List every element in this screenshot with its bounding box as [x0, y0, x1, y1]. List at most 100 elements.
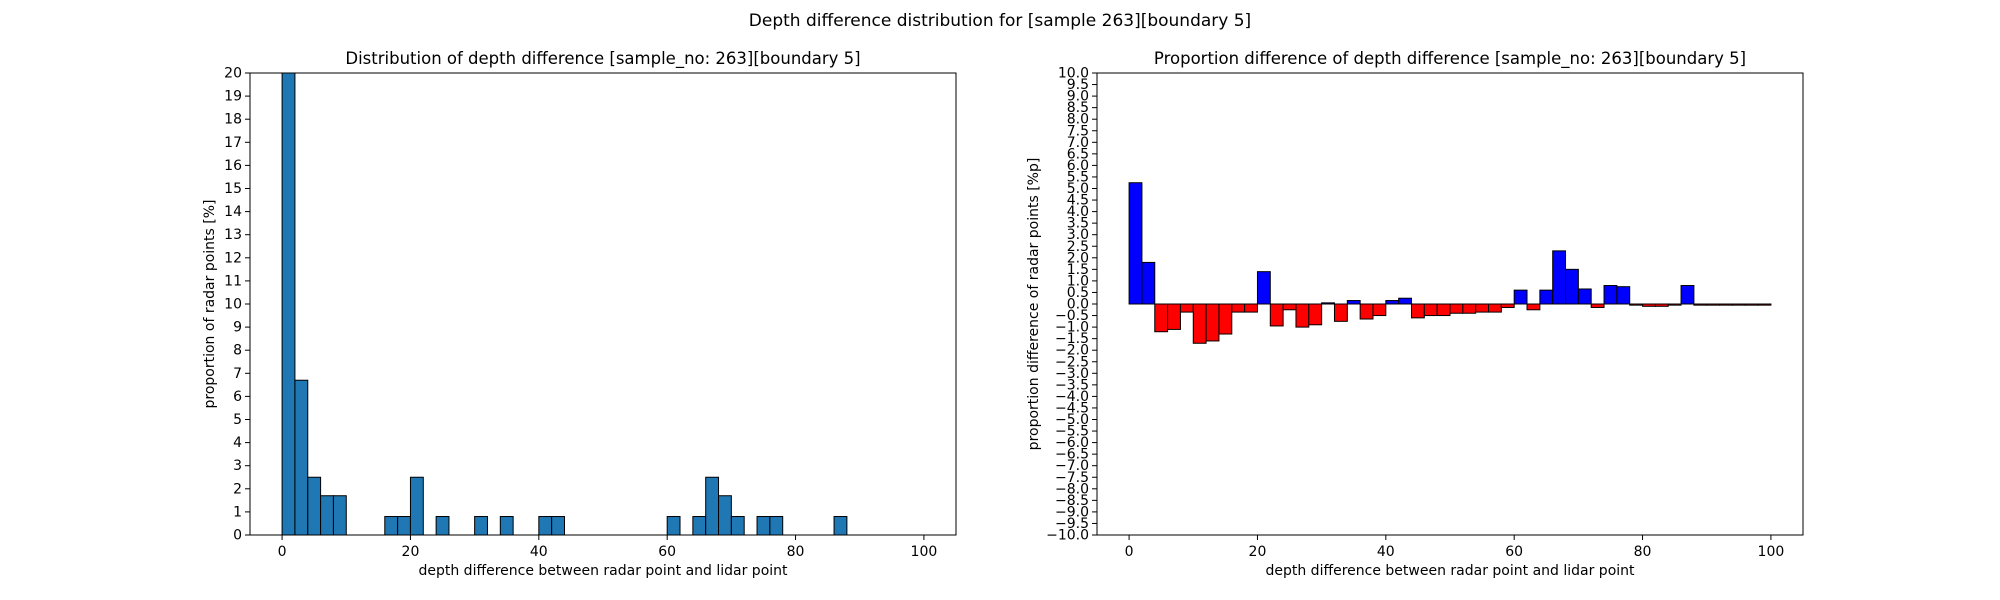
left-chart-y-tick-label: 19: [224, 89, 242, 105]
right-chart-bar: [1346, 300, 1361, 305]
right-chart-bar: [1333, 303, 1348, 322]
left-chart-y-label: proportion of radar points [%]: [202, 199, 218, 408]
right-chart-y-tick-label: −2.5: [1055, 354, 1089, 370]
right-chart-bar: [1539, 289, 1554, 305]
left-chart-bar: [756, 516, 771, 535]
left-chart-y-tick-label: 20: [224, 66, 242, 82]
right-chart-bar: [1744, 303, 1759, 306]
right-chart-y-label: proportion difference of radar points [%…: [1026, 158, 1042, 451]
left-chart-y-tick-label: 14: [224, 204, 242, 220]
left-chart-bar: [397, 516, 411, 535]
left-chart-y-tick-label: 5: [233, 412, 242, 428]
right-chart-bar: [1603, 285, 1618, 305]
right-chart-y-ticks: 10.09.59.08.58.07.57.06.56.05.55.04.54.0…: [1046, 66, 1097, 544]
left-chart-x-tick-label: 100: [911, 544, 938, 560]
right-chart-y-tick-label: 8.0: [1067, 112, 1089, 128]
right-chart-bar: [1642, 303, 1656, 307]
right-chart-y-tick-label: −3.0: [1055, 366, 1089, 382]
figure-suptitle: Depth difference distribution for [sampl…: [749, 11, 1251, 31]
right-chart-bar: [1629, 303, 1644, 306]
right-chart-bar: [1590, 303, 1605, 308]
right-chart-y-tick-label: 0.5: [1067, 285, 1089, 301]
right-chart-title: Proportion difference of depth differenc…: [1154, 49, 1746, 69]
left-chart-bar: [384, 516, 399, 535]
left-chart-y-tick-label: 2: [233, 481, 242, 497]
left-chart-y-tick-label: 6: [233, 389, 242, 405]
right-chart-bar: [1398, 297, 1412, 305]
left-chart-y-tick-label: 8: [233, 343, 242, 359]
right-chart-bar: [1565, 268, 1579, 305]
right-chart-y-tick-label: 9.5: [1067, 77, 1089, 93]
left-chart-bar: [666, 516, 681, 535]
right-chart-y-tick-label: −3.5: [1055, 377, 1089, 393]
right-chart-bar: [1436, 303, 1451, 317]
right-chart-bar: [1680, 285, 1695, 305]
right-chart-y-tick-label: 7.5: [1067, 123, 1089, 139]
left-chart-y-tick-label: 4: [233, 435, 242, 451]
right-chart-bar: [1449, 303, 1464, 314]
right-chart-bar: [1128, 182, 1143, 305]
right-chart-y-tick-label: 5.0: [1067, 181, 1089, 197]
right-chart-bar: [1359, 303, 1374, 320]
right-chart-bar: [1295, 303, 1310, 328]
right-chart-x-tick-label: 20: [1249, 544, 1267, 560]
right-chart-bar: [1256, 271, 1271, 305]
left-chart-x-tick-label: 40: [530, 544, 548, 560]
left-chart-y-tick-label: 9: [233, 320, 242, 336]
left-chart-bar: [769, 516, 784, 535]
right-chart-bar: [1308, 303, 1323, 326]
right-chart-y-tick-label: −7.0: [1055, 458, 1089, 474]
left-chart-y-tick-label: 7: [233, 366, 242, 382]
right-chart-bar: [1667, 303, 1682, 306]
right-chart-y-tick-label: −10.0: [1046, 528, 1089, 544]
left-chart-bar: [730, 516, 745, 535]
right-chart-bar: [1218, 303, 1233, 335]
left-chart-bar: [551, 516, 565, 535]
right-chart-y-tick-label: −1.0: [1055, 320, 1089, 336]
right-chart-bar: [1423, 303, 1438, 317]
right-chart-y-tick-label: 3.0: [1067, 227, 1089, 243]
left-chart-y-tick-label: 13: [224, 227, 242, 243]
right-chart-bar: [1706, 303, 1721, 306]
right-chart-bar: [1488, 303, 1502, 313]
right-chart-bar: [1719, 303, 1733, 306]
right-chart-y-tick-label: −5.5: [1055, 424, 1089, 440]
right-chart-y-tick-label: −6.0: [1055, 435, 1089, 451]
right-chart-bar: [1269, 303, 1284, 327]
left-chart: Distribution of depth difference [sample…: [202, 49, 957, 579]
left-chart-y-tick-label: 1: [233, 504, 242, 520]
left-chart-bar: [474, 516, 488, 535]
right-chart-y-tick-label: 3.5: [1067, 216, 1089, 232]
right-chart-bar: [1757, 303, 1772, 306]
right-chart-bar: [1552, 250, 1567, 305]
right-chart-x-label: depth difference between radar point and…: [1265, 563, 1635, 579]
right-chart-x-tick-label: 100: [1758, 544, 1785, 560]
left-chart-title: Distribution of depth difference [sample…: [345, 49, 860, 69]
right-chart-bar: [1616, 286, 1631, 305]
right-chart-y-tick-label: −1.5: [1055, 331, 1089, 347]
right-chart-y-tick-label: 9.0: [1067, 89, 1089, 105]
right-chart-bar: [1192, 303, 1207, 344]
right-chart-y-tick-label: 2.0: [1067, 250, 1089, 266]
left-chart-x-tick-label: 20: [402, 544, 420, 560]
left-chart-y-tick-label: 15: [224, 181, 242, 197]
left-chart-bar: [320, 495, 334, 535]
right-chart-x-tick-label: 60: [1505, 544, 1523, 560]
right-chart-y-tick-label: 6.5: [1067, 146, 1089, 162]
left-chart-x-tick-label: 80: [787, 544, 805, 560]
left-chart-y-tick-label: 18: [224, 112, 242, 128]
right-chart-y-tick-label: 10.0: [1058, 66, 1089, 82]
right-chart-bar: [1179, 303, 1194, 313]
right-chart-y-tick-label: 8.5: [1067, 100, 1089, 116]
right-chart-y-tick-label: −7.5: [1055, 470, 1089, 486]
left-chart-bar: [307, 476, 322, 535]
left-chart-x-label: depth difference between radar point and…: [418, 563, 788, 579]
right-chart-bar: [1410, 303, 1425, 319]
right-chart-bar: [1526, 303, 1541, 311]
right-chart-y-tick-label: −9.0: [1055, 504, 1089, 520]
right-chart-y-tick-label: 1.0: [1067, 273, 1089, 289]
right-chart-bar: [1500, 303, 1515, 308]
right-chart: Proportion difference of depth differenc…: [1026, 49, 1804, 579]
right-chart-y-tick-label: −4.0: [1055, 389, 1089, 405]
